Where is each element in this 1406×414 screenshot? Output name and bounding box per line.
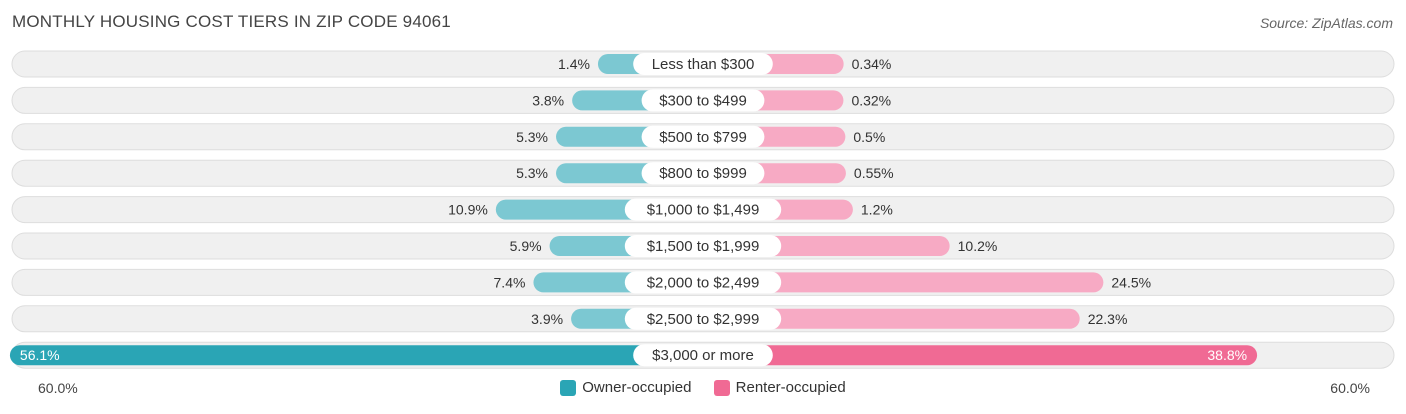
value-label-owner: 56.1%: [20, 347, 60, 363]
value-label-owner: 1.4%: [558, 56, 590, 72]
category-label: $800 to $999: [659, 165, 747, 182]
value-label-renter: 0.55%: [854, 165, 894, 181]
value-label-renter: 0.34%: [852, 56, 892, 72]
category-label: $1,000 to $1,499: [647, 202, 760, 219]
value-label-owner: 7.4%: [494, 274, 526, 290]
chart-title: MONTHLY HOUSING COST TIERS IN ZIP CODE 9…: [12, 12, 451, 31]
legend-label-renter: Renter-occupied: [735, 379, 846, 396]
category-label: $2,500 to $2,999: [647, 311, 760, 328]
value-label-owner: 3.8%: [532, 92, 564, 108]
value-label-owner: 5.3%: [516, 129, 548, 145]
value-label-renter: 0.32%: [851, 92, 891, 108]
category-label: $1,500 to $1,999: [647, 238, 760, 255]
category-pill: [624, 307, 782, 330]
legend-item-renter[interactable]: Renter-occupied: [713, 379, 846, 396]
category-label: $3,000 or more: [652, 347, 754, 364]
axis-left-label: 60.0%: [38, 380, 78, 396]
bar-renter: [703, 272, 1104, 293]
category-pill: [641, 89, 765, 112]
value-label-owner: 5.9%: [510, 238, 542, 254]
category-pill: [624, 198, 782, 221]
legend-item-owner[interactable]: Owner-occupied: [560, 379, 691, 396]
category-label: $2,000 to $2,499: [647, 274, 760, 291]
bar-renter: [703, 345, 1258, 366]
source-credit: Source: ZipAtlas.com: [1259, 15, 1393, 31]
category-pill: [624, 271, 782, 294]
legend-swatch-owner: [560, 379, 577, 396]
category-pill: [641, 162, 765, 185]
value-label-renter: 22.3%: [1088, 311, 1128, 327]
category-pill: [641, 125, 765, 148]
bar-renter: [703, 308, 1080, 329]
category-pill: [633, 53, 773, 75]
legend: Owner-occupied Renter-occupied: [0, 379, 1406, 400]
category-pill: [624, 235, 782, 257]
category-label: $500 to $799: [659, 129, 747, 146]
value-label-renter: 10.2%: [958, 238, 998, 254]
legend-label-owner: Owner-occupied: [582, 379, 692, 396]
bar-owner: [9, 345, 704, 366]
value-label-owner: 10.9%: [448, 202, 488, 218]
category-label: Less than $300: [652, 56, 755, 73]
chart-canvas: 1.4% 0.34% Less than $300 3.8% 0.32% $300 to …: [9, 50, 1395, 369]
value-label-owner: 3.9%: [531, 311, 563, 327]
value-label-renter: 1.2%: [861, 202, 893, 218]
value-label-renter: 24.5%: [1111, 274, 1151, 290]
category-pill: [633, 344, 773, 367]
category-label: $300 to $499: [659, 92, 747, 109]
legend-swatch-renter: [713, 379, 730, 396]
value-label-owner: 5.3%: [516, 165, 548, 181]
value-label-renter: 0.5%: [853, 129, 885, 145]
axis-right-label: 60.0%: [1330, 380, 1370, 396]
value-label-renter: 38.8%: [1207, 347, 1247, 363]
